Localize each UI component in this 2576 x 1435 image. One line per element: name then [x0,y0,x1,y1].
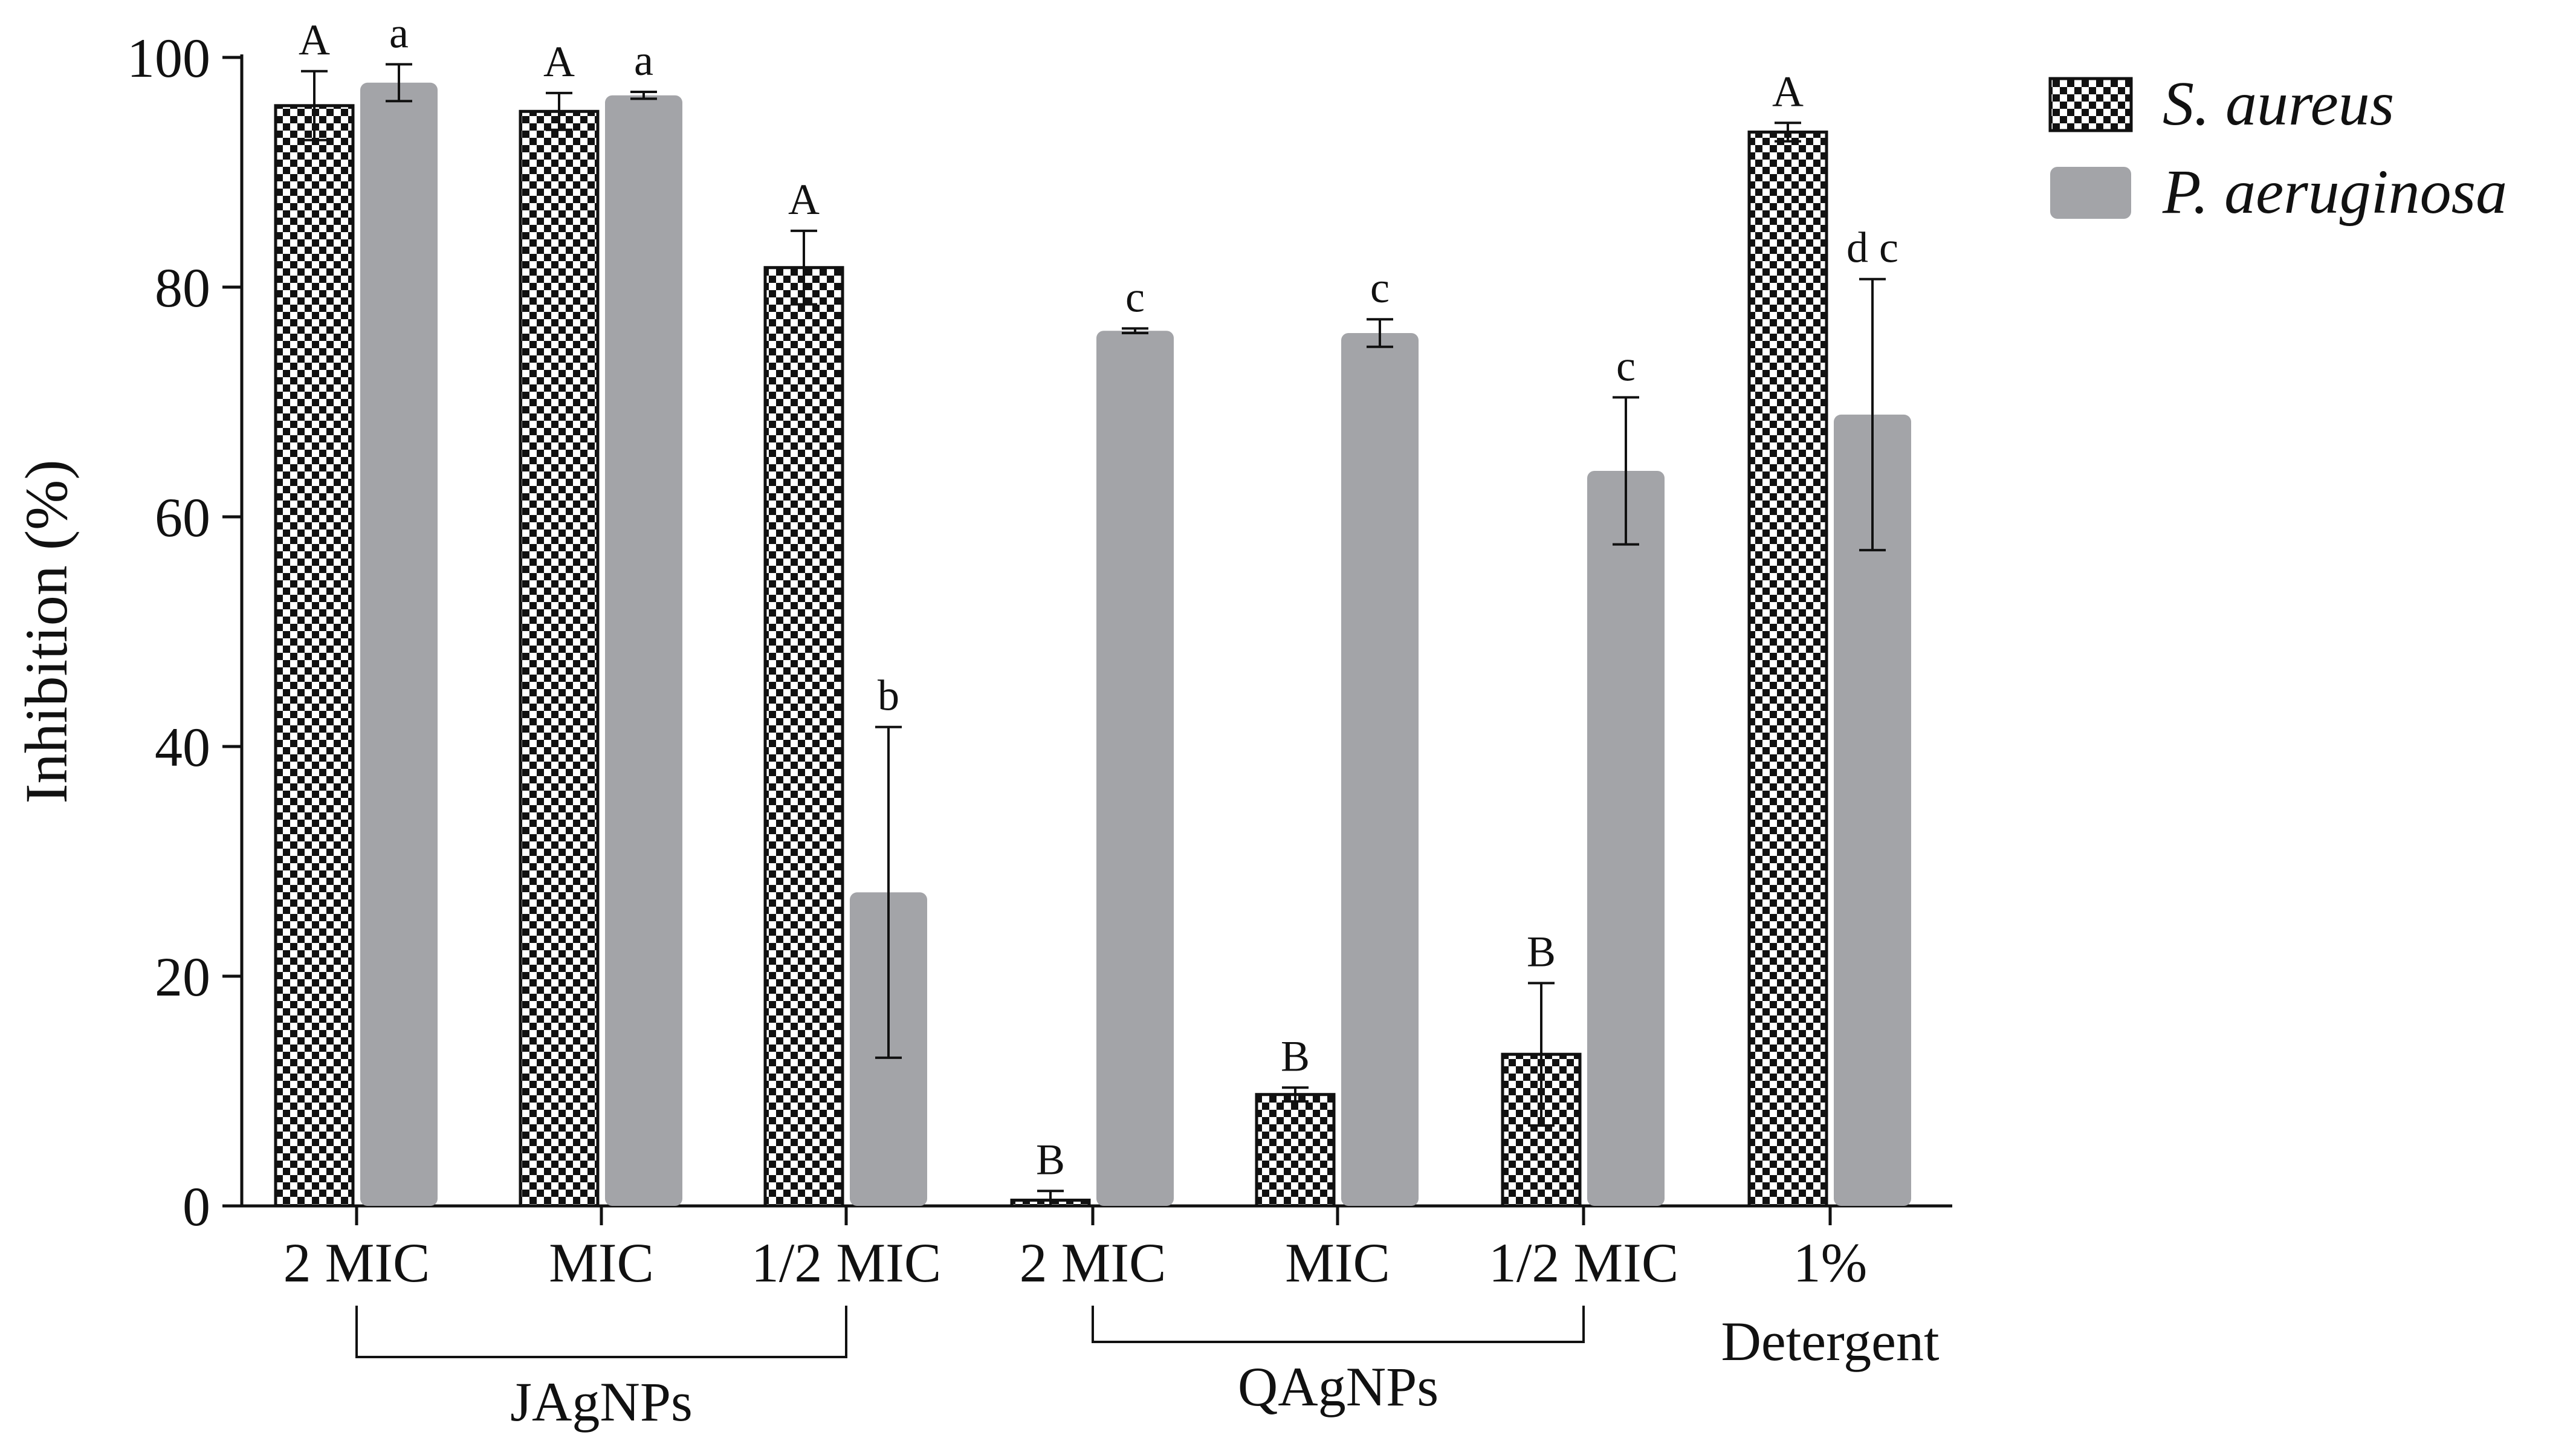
significance-letter: c [1125,273,1145,321]
category-sublabel: Detergent [1721,1310,1939,1372]
significance-letter: A [543,37,575,86]
y-axis-title: Inhibition (%) [13,459,80,803]
y-tick-label: 20 [155,946,210,1008]
significance-letter: c [1370,264,1390,312]
bar-p-aeruginosa [605,95,682,1207]
category-label: 2 MIC [1020,1232,1167,1294]
group-label: QAgNPs [1238,1356,1438,1417]
legend-swatch-s-aureus [2048,77,2133,132]
category-label: MIC [549,1232,654,1294]
bar-s-aureus [763,266,844,1208]
bar-p-aeruginosa [1587,471,1665,1206]
bar-s-aureus [1747,131,1828,1208]
significance-letter: A [788,175,820,224]
bar-s-aureus [519,109,600,1208]
bar-p-aeruginosa [360,82,438,1206]
bar-s-aureus [1255,1093,1336,1208]
significance-letter: A [299,16,330,64]
category-label: 2 MIC [283,1232,430,1294]
group-bracket [355,1306,847,1358]
significance-letter: a [389,8,409,57]
legend-label-p-aeruginosa: P. aeruginosa [2162,157,2507,227]
significance-letter: A [1772,67,1804,115]
significance-letter: c [1616,342,1636,390]
legend: S. aureus P. aeruginosa [2048,69,2507,227]
bars [274,82,1911,1208]
y-tick-label: 80 [155,257,210,319]
category-label: 1/2 MIC [1489,1232,1678,1294]
legend-label-s-aureus: S. aureus [2163,69,2394,138]
significance-letter: d c [1846,224,1898,272]
error-bars [301,63,1886,1207]
labels: 0 20 40 60 80 100 2 MIC MIC 1/2 MIC 2 MIC MIC 1/2 M… [127,8,1940,1433]
group-label: JAgNPs [510,1371,693,1433]
category-label: 1/2 MIC [751,1232,941,1294]
significance-letter: a [634,36,653,85]
y-tick-label: 0 [183,1176,210,1237]
significance-letter: B [1527,927,1556,976]
category-label: MIC [1285,1232,1390,1294]
significance-letter: b [878,672,899,720]
bar-s-aureus [274,104,355,1208]
significance-letter: B [1281,1032,1310,1080]
bar-p-aeruginosa [1834,414,1911,1206]
y-tick-label: 40 [155,716,210,778]
category-label: 1% [1793,1232,1868,1294]
axes [222,54,1952,1358]
y-tick-label: 100 [127,27,210,89]
group-bracket [1092,1306,1585,1343]
legend-swatch-p-aeruginosa [2050,167,2131,219]
bar-p-aeruginosa [1341,333,1419,1206]
bar-p-aeruginosa [1096,331,1174,1207]
significance-letter: B [1036,1135,1065,1184]
y-tick-label: 60 [155,487,210,548]
